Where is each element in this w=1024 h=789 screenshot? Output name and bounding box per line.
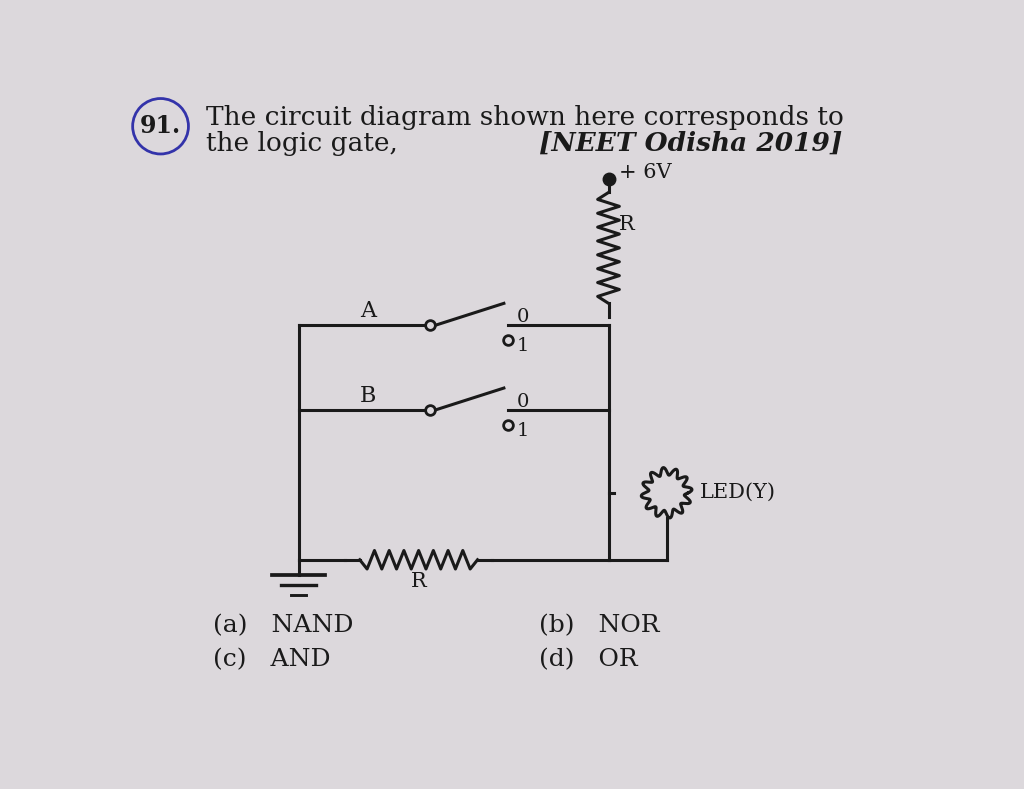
- Text: A: A: [360, 300, 376, 322]
- Text: 91.: 91.: [140, 114, 181, 138]
- Text: 1: 1: [517, 338, 529, 356]
- Text: (a)   NAND: (a) NAND: [213, 614, 353, 637]
- Text: R: R: [620, 215, 635, 234]
- Text: 1: 1: [517, 422, 529, 440]
- Text: + 6V: + 6V: [620, 163, 672, 182]
- Text: the logic gate,: the logic gate,: [206, 131, 397, 155]
- Text: 0: 0: [517, 393, 529, 411]
- Text: LED(Y): LED(Y): [700, 484, 776, 503]
- Text: (c)   AND: (c) AND: [213, 649, 331, 671]
- Text: (b)   NOR: (b) NOR: [539, 614, 659, 637]
- Text: 0: 0: [517, 308, 529, 326]
- Text: B: B: [360, 385, 377, 407]
- Text: (d)   OR: (d) OR: [539, 649, 637, 671]
- Text: R: R: [411, 572, 427, 591]
- Text: The circuit diagram shown here corresponds to: The circuit diagram shown here correspon…: [206, 104, 844, 129]
- Text: [NEET Odisha 2019]: [NEET Odisha 2019]: [539, 131, 842, 155]
